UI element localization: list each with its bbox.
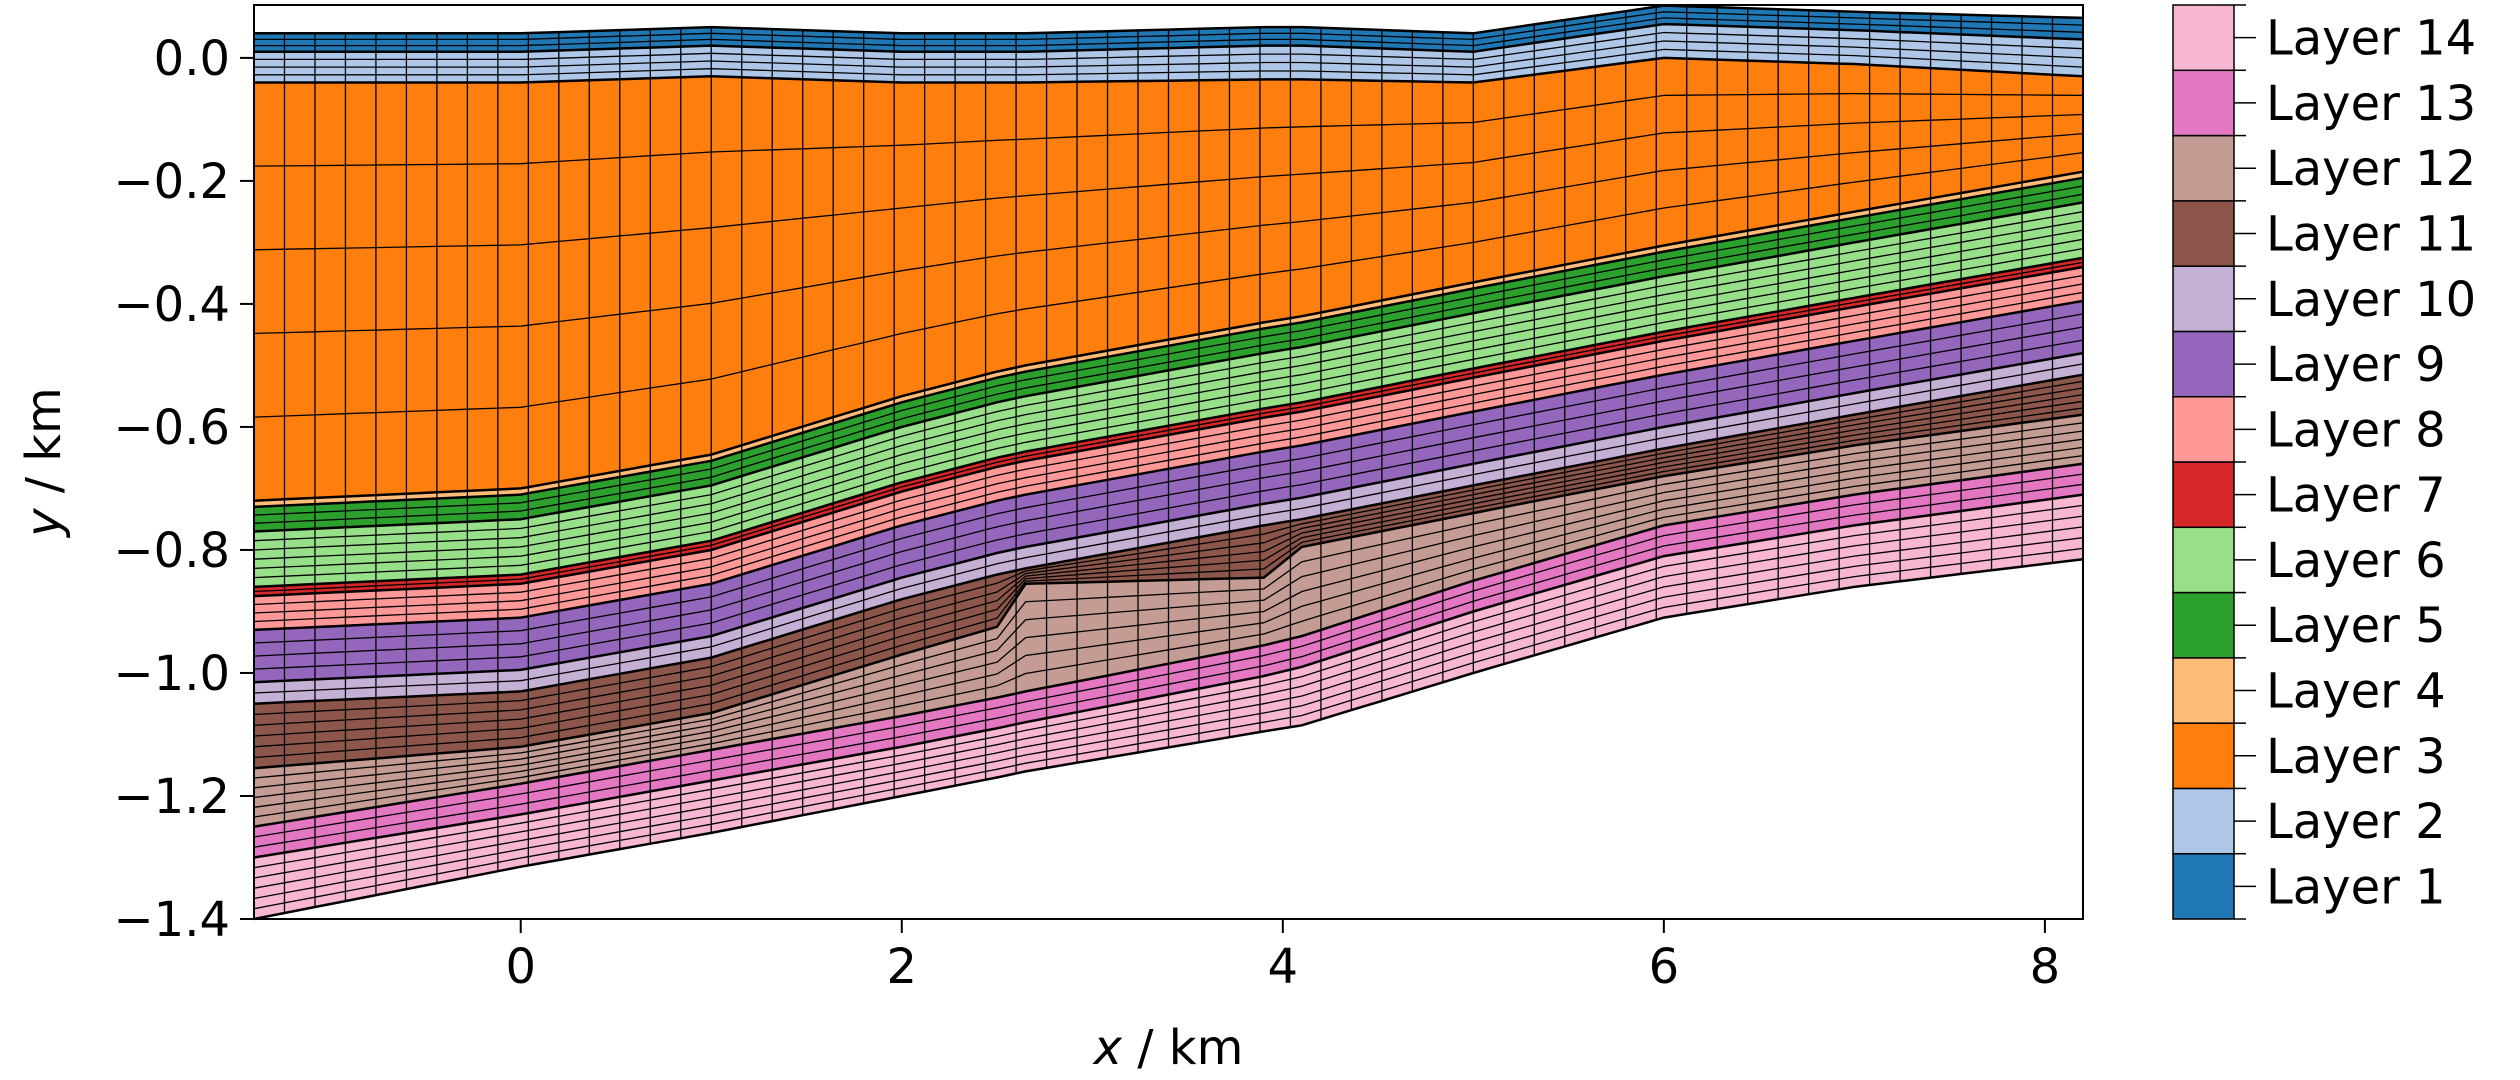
legend-swatch-layer-4 — [2172, 657, 2235, 724]
legend-swatch-layer-12 — [2172, 134, 2235, 202]
legend-label-layer-9: Layer 9 — [2266, 337, 2446, 393]
legend-label-layer-4: Layer 4 — [2266, 664, 2446, 720]
y-axis: 0.0 −0.2 −0.4 −0.6 −0.8 −1.0 −1.2 −1.4 — [113, 31, 254, 948]
plot-frame — [253, 4, 2084, 920]
surface-boundary — [254, 4, 2084, 35]
legend-swatch-layer-14 — [2172, 4, 2235, 72]
layer-4-bottom-boundary — [253, 176, 2084, 509]
y-tick-label: −1.4 — [113, 892, 230, 948]
layer-3-bottom-boundary — [253, 170, 2084, 502]
legend-label-layer-7: Layer 7 — [2266, 468, 2446, 524]
legend-label-layer-1: Layer 1 — [2266, 859, 2446, 915]
x-tick-label: 2 — [886, 939, 917, 995]
legend-swatch-layer-5 — [2172, 591, 2235, 659]
legend-label-layer-10: Layer 10 — [2266, 272, 2476, 328]
legend-swatch-layer-6 — [2172, 526, 2235, 594]
layer-colorbar-legend: Layer 1 Layer 2 Layer 3 Layer 4 Layer 5 Layer… — [2172, 4, 2476, 920]
y-axis-var: y — [16, 508, 72, 539]
x-tick-label: 0 — [505, 939, 536, 995]
x-tick-label: 6 — [1649, 939, 1680, 995]
layer-7-bottom-boundary — [253, 265, 2084, 598]
layer-10-bottom-boundary — [253, 373, 2084, 705]
layer-boundaries — [253, 4, 2084, 921]
layer-12-bottom-boundary — [253, 462, 2084, 828]
x-axis-unit: / km — [1122, 1020, 1243, 1076]
layer-6-bottom-boundary — [253, 256, 2084, 589]
y-tick-label: −0.8 — [113, 523, 230, 579]
legend-swatch-layer-2 — [2172, 787, 2235, 855]
layer-2-bottom-boundary — [254, 56, 2084, 84]
x-axis-var: x — [1092, 1020, 1123, 1076]
y-tick-label: 0.0 — [154, 31, 230, 87]
x-axis: 0 2 4 6 8 — [505, 919, 2060, 995]
x-tick-label: 8 — [2030, 939, 2061, 995]
legend-swatch-layer-13 — [2172, 69, 2235, 137]
legend-label-layer-2: Layer 2 — [2266, 794, 2446, 850]
legend-swatch-layer-9 — [2172, 330, 2235, 398]
y-axis-label: y / km — [16, 387, 72, 539]
x-tick-label: 4 — [1268, 939, 1299, 995]
legend-label-layer-11: Layer 11 — [2266, 207, 2476, 263]
legend-label-layer-12: Layer 12 — [2266, 141, 2476, 197]
legend-swatch-layer-3 — [2172, 722, 2235, 790]
layer-5-bottom-boundary — [253, 201, 2084, 533]
legend-label-layer-5: Layer 5 — [2266, 598, 2446, 654]
y-tick-label: −1.2 — [113, 769, 230, 825]
legend-label-layer-6: Layer 6 — [2266, 533, 2446, 589]
legend-label-layer-13: Layer 13 — [2266, 76, 2476, 132]
legend-swatch-layer-7 — [2172, 461, 2235, 529]
layer-13-bottom-boundary — [253, 493, 2084, 859]
layer-1-bottom-boundary — [254, 22, 2084, 53]
legend-label-layer-8: Layer 8 — [2266, 402, 2446, 458]
layer-8-bottom-boundary — [253, 299, 2084, 632]
layer-9-bottom-boundary — [253, 351, 2084, 684]
layer-14-bottom-boundary — [253, 557, 2084, 921]
layer-11-bottom-boundary — [253, 413, 2084, 770]
mesh-lines — [253, 6, 2084, 919]
legend-swatch-layer-11 — [2172, 200, 2235, 267]
legend-swatch-layer-1 — [2172, 852, 2235, 920]
legend-label-layer-3: Layer 3 — [2266, 729, 2446, 785]
y-tick-label: −0.4 — [113, 277, 230, 333]
legend-swatch-layer-10 — [2172, 265, 2235, 333]
y-tick-label: −0.6 — [113, 400, 230, 456]
legend-label-layer-14: Layer 14 — [2266, 11, 2476, 67]
y-tick-label: −0.2 — [113, 154, 230, 210]
legend-swatch-layer-8 — [2172, 395, 2235, 463]
y-tick-label: −1.0 — [113, 646, 230, 702]
x-axis-label: x / km — [1092, 1020, 1244, 1076]
y-axis-unit: / km — [16, 387, 72, 508]
